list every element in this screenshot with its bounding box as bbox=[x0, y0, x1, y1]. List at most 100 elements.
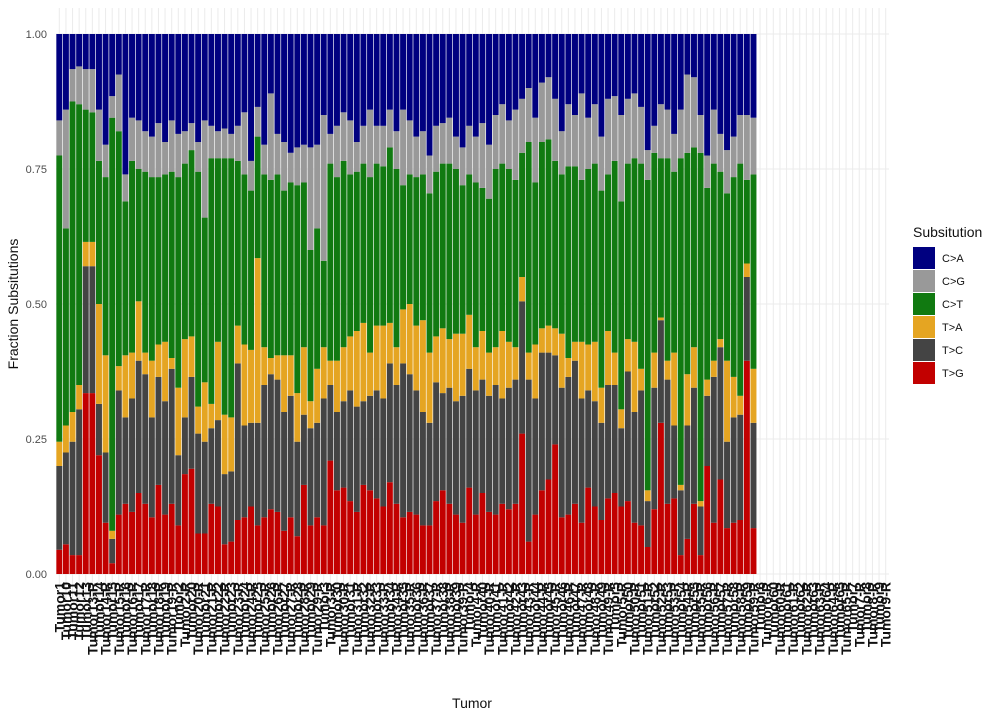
bar-segment-t-to-g bbox=[651, 509, 658, 574]
bar-segment-c-to-a bbox=[56, 34, 63, 121]
bar-segment-c-to-a bbox=[102, 34, 109, 145]
bar-segment-t-to-c bbox=[148, 417, 155, 518]
x-tick-label: Tumor4-R bbox=[468, 582, 484, 647]
bar-segment-c-to-a bbox=[300, 34, 307, 145]
bar-segment-t-to-c bbox=[406, 374, 413, 512]
x-tick-label: Tumor17 bbox=[131, 582, 147, 640]
bar-segment-t-to-a bbox=[168, 358, 175, 369]
bar-segment-c-to-t bbox=[274, 174, 281, 356]
bar-segment-t-to-c bbox=[638, 390, 645, 526]
bar-segment-c-to-a bbox=[479, 34, 486, 124]
bar-segment-c-to-g bbox=[353, 142, 360, 172]
bar-segment-t-to-g bbox=[419, 525, 426, 574]
x-tick-label: Tumor56 bbox=[699, 582, 715, 640]
bar-segment-c-to-t bbox=[294, 185, 301, 394]
bar-segment-c-to-a bbox=[201, 34, 208, 121]
bar-segment-c-to-g bbox=[221, 128, 228, 159]
bar-segment-t-to-a bbox=[386, 322, 393, 364]
bar-segment-c-to-g bbox=[367, 109, 373, 178]
bar-segment-t-to-g bbox=[433, 501, 440, 574]
x-tick-label: Tumor13-R bbox=[84, 582, 100, 655]
bar-segment-c-to-g bbox=[512, 109, 519, 180]
bar-segment-c-to-g bbox=[215, 131, 221, 159]
bar-segment-t-to-c bbox=[76, 409, 83, 556]
bar-segment-t-to-g bbox=[717, 479, 724, 574]
bar-segment-c-to-g bbox=[307, 147, 314, 250]
bar-segment-t-to-g bbox=[347, 501, 354, 574]
bar-segment-t-to-c bbox=[572, 360, 578, 504]
bar-segment-t-to-g bbox=[69, 555, 76, 574]
bar-segment-c-to-g bbox=[466, 125, 473, 175]
bar-segment-c-to-t bbox=[241, 174, 248, 345]
bar-segment-t-to-c bbox=[677, 490, 684, 556]
bar-segment-c-to-t bbox=[591, 163, 598, 342]
bar-segment-c-to-a bbox=[525, 34, 532, 88]
x-tick-label: Tumor7-R bbox=[851, 582, 867, 647]
bar-segment-c-to-a bbox=[459, 34, 466, 148]
bar-segment-c-to-g bbox=[287, 152, 294, 183]
bar-segment-c-to-g bbox=[644, 150, 651, 180]
bar-segment-t-to-g bbox=[367, 490, 373, 574]
bar-segment-t-to-a bbox=[234, 325, 241, 364]
bar-segment-t-to-c bbox=[135, 360, 142, 493]
x-tick-label: Tumor41 bbox=[488, 582, 504, 640]
bar-segment-t-to-c bbox=[62, 452, 69, 545]
x-tick-label: Tumor26 bbox=[263, 582, 279, 640]
legend-label: C>T bbox=[942, 299, 963, 311]
bar-segment-t-to-c bbox=[129, 398, 135, 512]
bar-segment-c-to-a bbox=[717, 34, 724, 134]
y-tick-label: 1.00 bbox=[26, 29, 47, 41]
bar-segment-t-to-g bbox=[129, 511, 135, 574]
bar-segment-c-to-t bbox=[340, 160, 347, 348]
bar-segment-t-to-a bbox=[671, 352, 678, 426]
bar-segment-c-to-a bbox=[135, 34, 142, 121]
bar-segment-t-to-a bbox=[710, 360, 717, 377]
bar-segment-t-to-c bbox=[750, 422, 757, 529]
bar-segment-t-to-c bbox=[234, 363, 241, 520]
bar-segment-c-to-a bbox=[419, 34, 426, 132]
bar-segment-t-to-c bbox=[433, 382, 440, 502]
bar-segment-c-to-g bbox=[89, 69, 96, 113]
bar-segment-c-to-t bbox=[69, 101, 76, 412]
x-tick-label: Tumor51 bbox=[633, 582, 649, 640]
bar-segment-c-to-t bbox=[585, 169, 592, 345]
bar-segment-c-to-a bbox=[704, 34, 711, 156]
x-tick-label: Tumor29-R bbox=[309, 582, 325, 655]
x-tick-label: Tumor18-R bbox=[150, 582, 166, 655]
bar-segment-t-to-g bbox=[208, 503, 215, 574]
bar-segment-c-to-t bbox=[261, 174, 268, 348]
bar-segment-c-to-a bbox=[168, 34, 175, 121]
bar-segment-c-to-a bbox=[155, 34, 162, 124]
bar-segment-c-to-t bbox=[267, 179, 274, 358]
bar-segment-c-to-g bbox=[109, 96, 116, 118]
bar-segment-c-to-a bbox=[115, 34, 122, 75]
bar-segment-c-to-t bbox=[479, 187, 486, 331]
bar-segment-t-to-a bbox=[472, 347, 479, 391]
bar-segment-c-to-t bbox=[618, 201, 625, 410]
bar-segment-t-to-g bbox=[552, 444, 559, 574]
bar-segment-t-to-g bbox=[102, 522, 109, 574]
bar-segment-t-to-c bbox=[254, 422, 261, 526]
bar-segment-t-to-a bbox=[638, 368, 645, 391]
bar-segment-c-to-g bbox=[538, 82, 545, 142]
bar-segment-t-to-a bbox=[248, 349, 254, 423]
bar-segment-c-to-g bbox=[294, 147, 301, 186]
bar-segment-c-to-t bbox=[287, 182, 294, 356]
bar-segment-t-to-a bbox=[327, 360, 334, 385]
legend-label: T>A bbox=[942, 322, 963, 334]
x-tick-label: Tumor38-R bbox=[441, 582, 457, 655]
bar-segment-c-to-a bbox=[565, 34, 572, 105]
x-tick-label: Tumor62 bbox=[792, 582, 808, 640]
x-tick-label: Tumor26-R bbox=[269, 582, 285, 655]
bar-segment-t-to-a bbox=[486, 352, 492, 396]
bar-segment-t-to-c bbox=[624, 371, 631, 502]
bar-segment-c-to-g bbox=[135, 120, 142, 169]
bar-segment-c-to-a bbox=[373, 34, 380, 126]
bar-segment-c-to-a bbox=[638, 34, 645, 107]
bar-segment-c-to-g bbox=[162, 142, 169, 175]
bar-segment-c-to-t bbox=[181, 163, 188, 340]
bar-segment-t-to-a bbox=[618, 409, 625, 429]
bar-segment-t-to-c bbox=[585, 390, 592, 488]
bar-segment-c-to-t bbox=[499, 163, 506, 331]
bar-segment-c-to-g bbox=[267, 93, 274, 180]
